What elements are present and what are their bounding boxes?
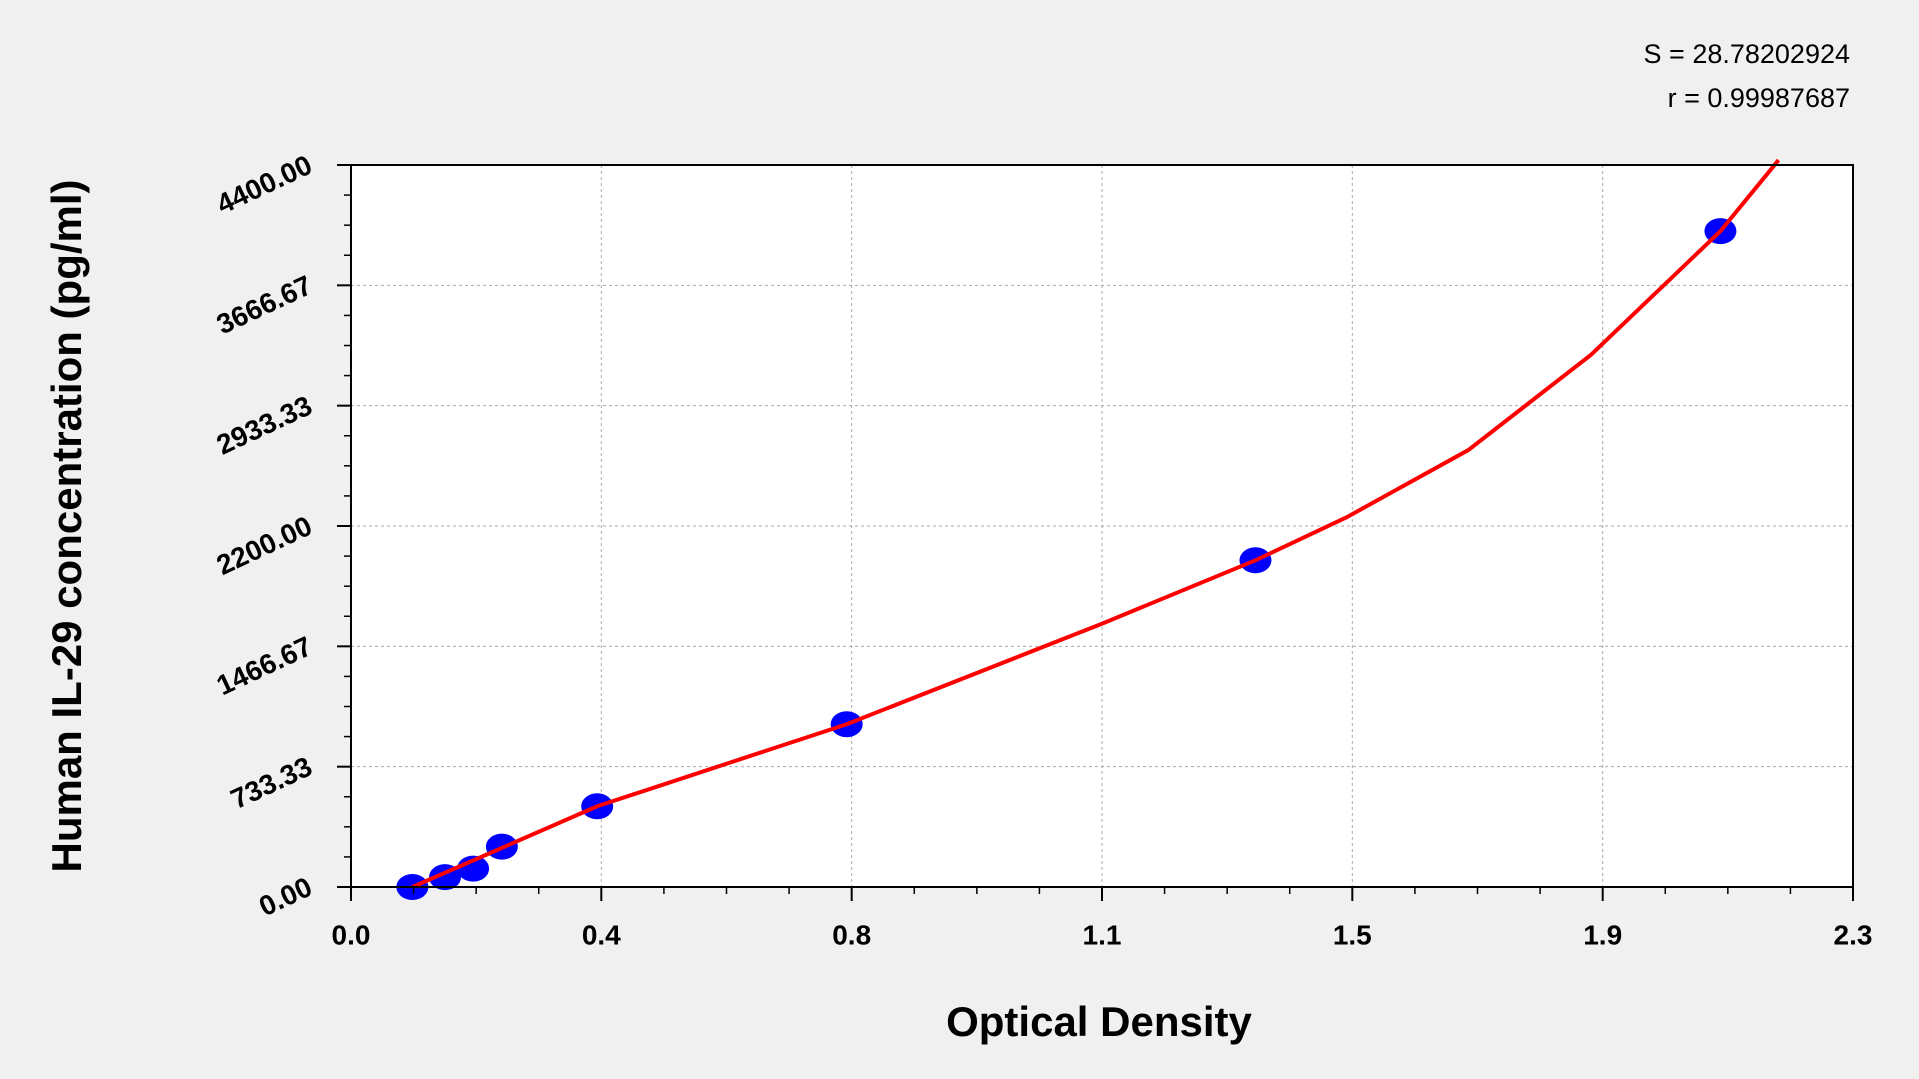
x-tick-label: 1.9 xyxy=(1583,919,1622,950)
x-tick-label: 0.0 xyxy=(332,919,371,950)
x-tick-label: 0.8 xyxy=(832,919,871,950)
y-axis-title: Human IL-29 concentration (pg/ml) xyxy=(43,179,90,872)
x-tick-label: 0.4 xyxy=(582,919,621,950)
fit-curve xyxy=(411,158,1781,889)
x-tick-label: 2.3 xyxy=(1834,919,1873,950)
annotation: r = 0.99987687 xyxy=(1668,83,1850,113)
y-tick-label: 2200.00 xyxy=(212,510,317,581)
y-tick-label: 3666.67 xyxy=(212,269,317,340)
x-tick-label: 1.1 xyxy=(1083,919,1122,950)
x-axis-title: Optical Density xyxy=(946,998,1252,1045)
annotation: S = 28.78202924 xyxy=(1644,39,1850,69)
x-tick-label: 1.5 xyxy=(1333,919,1372,950)
y-tick-label: 733.33 xyxy=(226,751,317,815)
y-tick-label: 2933.33 xyxy=(212,390,317,461)
y-tick-label: 1466.67 xyxy=(212,630,317,701)
y-tick-label: 0.00 xyxy=(254,871,316,922)
y-tick-label: 4400.00 xyxy=(212,149,317,220)
